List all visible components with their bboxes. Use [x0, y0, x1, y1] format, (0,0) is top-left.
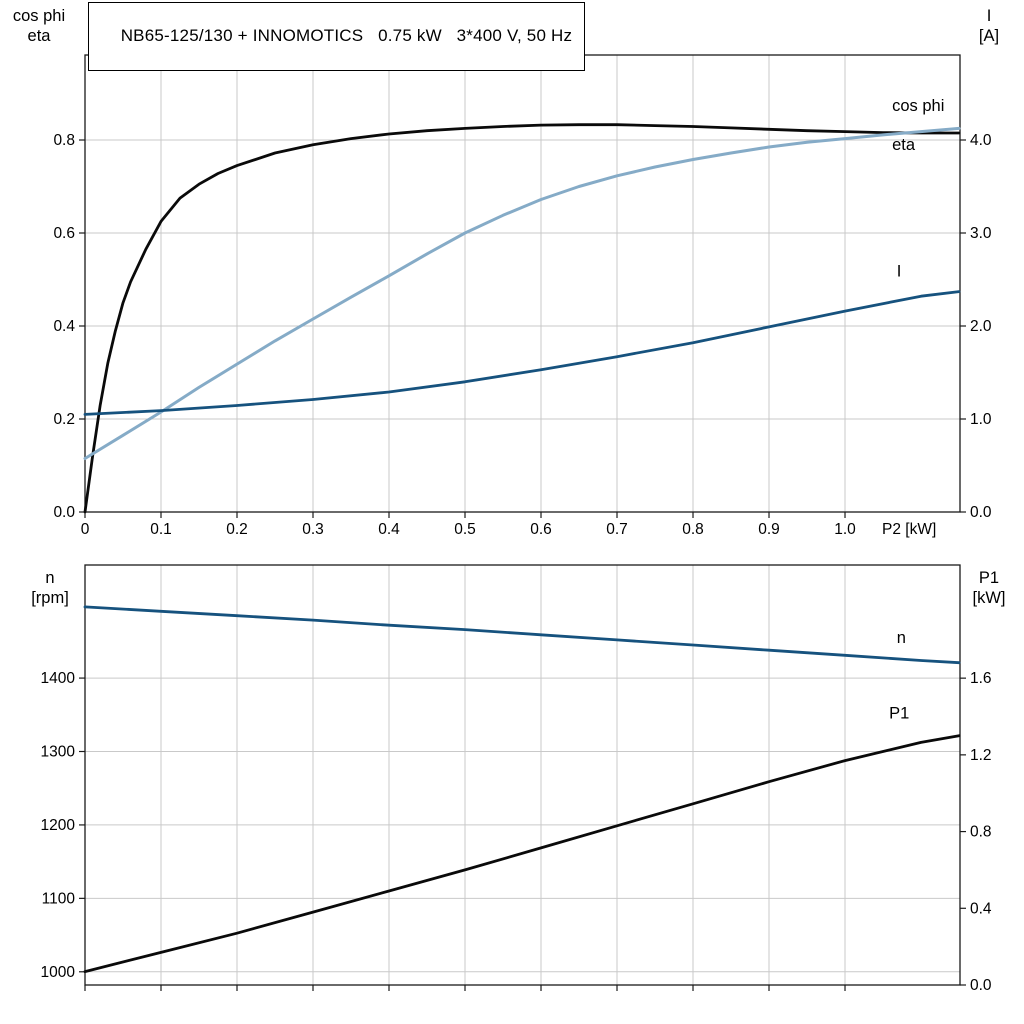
- svg-text:0.0: 0.0: [53, 504, 75, 521]
- svg-text:1.2: 1.2: [970, 747, 992, 764]
- chart-title: NB65-125/130 + INNOMOTICS 0.75 kW 3*400 …: [120, 26, 573, 45]
- axis-label-speed: n: [45, 569, 55, 587]
- svg-text:0.9: 0.9: [758, 521, 780, 538]
- curve-label-p1: P1: [889, 704, 909, 722]
- svg-text:1300: 1300: [41, 744, 76, 761]
- series-current: [83, 290, 961, 416]
- svg-text:0.8: 0.8: [970, 824, 992, 841]
- series-p1: [83, 734, 961, 973]
- svg-text:0.4: 0.4: [378, 521, 400, 538]
- svg-text:0.0: 0.0: [970, 977, 992, 994]
- axis-label-current: I: [986, 7, 992, 25]
- svg-text:1.0: 1.0: [970, 411, 992, 428]
- series-cos-phi: [83, 126, 961, 460]
- plot-border: [84, 564, 961, 986]
- upper-right-axis-label: I [A]: [962, 6, 1016, 46]
- svg-text:0.0: 0.0: [970, 504, 992, 521]
- svg-text:2.0: 2.0: [970, 318, 992, 335]
- upper-left-axis-label: cos phi eta: [4, 6, 74, 46]
- svg-text:0.5: 0.5: [454, 521, 476, 538]
- axis-label-cos-phi: cos phi: [12, 7, 66, 25]
- plot-border: [84, 54, 961, 513]
- svg-text:0.6: 0.6: [53, 225, 75, 242]
- upper-chart: 0 0.1 0.2 0.3 0.4 0.5 0.6 0.7 0.8 0.9 1.0 0.0 0.2 0.4…: [53, 54, 992, 538]
- lower-chart: 1000 1100 1200 1300 1400 0.0 0.4 0.8 1.2 1.6 n P1: [41, 564, 992, 994]
- curve-label-i: I: [897, 263, 902, 281]
- svg-text:1400: 1400: [41, 670, 76, 687]
- series-eta: [83, 123, 961, 514]
- curve-label-cos-phi: cos phi: [892, 97, 944, 115]
- svg-text:P2 [kW]: P2 [kW]: [882, 521, 936, 538]
- svg-text:0.2: 0.2: [53, 411, 75, 428]
- axis-label-speed-unit: [rpm]: [31, 589, 69, 607]
- svg-text:0.8: 0.8: [53, 132, 75, 149]
- svg-text:3.0: 3.0: [970, 225, 992, 242]
- svg-text:1000: 1000: [41, 964, 76, 981]
- series-speed: [83, 605, 961, 665]
- svg-text:1.0: 1.0: [834, 521, 856, 538]
- lower-left-axis-label: n [rpm]: [18, 568, 82, 608]
- svg-text:0.6: 0.6: [530, 521, 552, 538]
- chart-title-box: NB65-125/130 + INNOMOTICS 0.75 kW 3*400 …: [88, 2, 586, 71]
- axis-label-current-unit: [A]: [978, 27, 1000, 45]
- svg-text:0.2: 0.2: [226, 521, 248, 538]
- svg-text:0.4: 0.4: [53, 318, 75, 335]
- lower-right-axis-label: P1 [kW]: [960, 568, 1018, 608]
- axis-label-p1-unit: [kW]: [972, 589, 1006, 607]
- svg-text:1100: 1100: [42, 890, 76, 907]
- svg-text:0.8: 0.8: [682, 521, 704, 538]
- svg-text:0.3: 0.3: [302, 521, 324, 538]
- svg-text:1.6: 1.6: [970, 670, 992, 687]
- svg-text:0: 0: [81, 521, 90, 538]
- curve-label-eta: eta: [892, 136, 916, 154]
- svg-text:0.1: 0.1: [150, 521, 172, 538]
- svg-text:1200: 1200: [41, 817, 76, 834]
- svg-text:0.4: 0.4: [970, 900, 992, 917]
- axis-label-eta: eta: [27, 27, 51, 45]
- svg-text:0.7: 0.7: [606, 521, 628, 538]
- curve-label-n: n: [897, 629, 906, 647]
- svg-text:4.0: 4.0: [970, 132, 992, 149]
- axis-label-p1: P1: [978, 569, 1000, 587]
